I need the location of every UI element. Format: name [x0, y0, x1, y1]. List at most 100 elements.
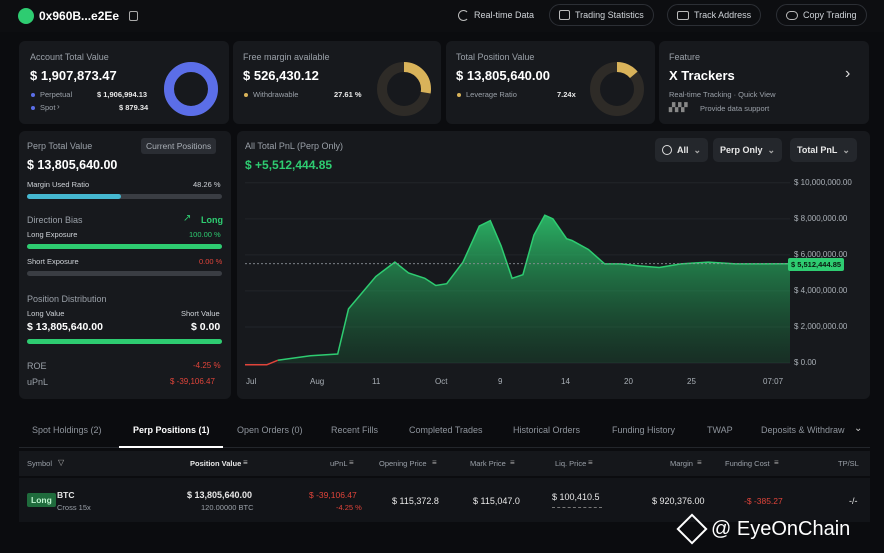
trading-statistics-button[interactable]: Trading Statistics: [549, 4, 654, 26]
avatar: [18, 8, 34, 24]
row-opening-price: $ 115,372.8: [392, 496, 439, 506]
x-tick-label: 20: [624, 377, 633, 386]
current-positions-button[interactable]: Current Positions: [141, 138, 217, 154]
feature-card[interactable]: Feature X Trackers Real-time Tracking · …: [659, 41, 869, 124]
copy-address-icon[interactable]: [129, 11, 138, 21]
feature-label: Feature: [669, 52, 701, 62]
leverage-label: Leverage Ratio: [466, 90, 517, 99]
long-exposure-label: Long Exposure: [27, 230, 78, 239]
chevron-down-icon: ⌄: [693, 144, 702, 155]
sort-icon[interactable]: ≡: [588, 458, 593, 467]
pnl-line: [277, 214, 790, 362]
margin-label: Free margin available: [243, 52, 330, 62]
row-mark-price: $ 115,047.0: [473, 496, 520, 506]
bias-value: Long: [201, 215, 223, 225]
table-row[interactable]: [19, 478, 870, 522]
account-value-card: Account Total Value $ 1,907,873.47 Perpe…: [19, 41, 229, 124]
tab-deposits-withdraw[interactable]: Deposits & Withdraw: [761, 425, 845, 435]
col-symbol[interactable]: Symbol: [27, 459, 53, 468]
pnl-type-dropdown[interactable]: Total PnL ⌄: [790, 138, 857, 162]
col-liq-price[interactable]: Liq. Price: [555, 459, 587, 468]
side-badge: Long: [27, 493, 56, 507]
perp-dot: [31, 93, 35, 97]
pnl-area: [277, 215, 790, 363]
row-tpsl[interactable]: -/-: [849, 496, 858, 506]
upnl-label: uPnL: [27, 377, 49, 387]
sort-icon[interactable]: ≡: [510, 458, 515, 467]
tab-historical-orders[interactable]: Historical Orders: [513, 425, 581, 435]
tab-spot-holdings[interactable]: Spot Holdings (2): [32, 425, 102, 435]
track-address-button[interactable]: Track Address: [667, 4, 762, 26]
x-tick-label: 25: [687, 377, 696, 386]
tab-open-orders[interactable]: Open Orders (0): [237, 425, 303, 435]
col-position-value[interactable]: Position Value: [190, 459, 242, 468]
col-tpsl[interactable]: TP/SL: [838, 459, 859, 468]
perp-value: $ 1,906,994.13: [97, 90, 148, 99]
row-liq-price: $ 100,410.5: [552, 492, 600, 502]
realtime-label: Real-time Data: [474, 10, 535, 20]
perp-filter-label: Perp Only: [720, 145, 763, 155]
copy-trading-button[interactable]: Copy Trading: [776, 4, 867, 26]
col-mark-price[interactable]: Mark Price: [470, 459, 506, 468]
support-logo-icon: ▞▞▞: [669, 103, 688, 112]
y-tick-label: $ 4,000,000.00: [794, 285, 848, 295]
y-tick-label: $ 2,000,000.00: [794, 321, 848, 331]
spot-label[interactable]: Spot: [40, 103, 56, 112]
tab-recent-fills[interactable]: Recent Fills: [331, 425, 379, 435]
chevron-right-icon[interactable]: ›: [845, 65, 851, 82]
row-cross: Cross 15x: [57, 503, 91, 512]
row-upnl: $ -39,106.47: [309, 490, 357, 500]
copy-label: Copy Trading: [803, 10, 857, 20]
perp-label: Perpetual: [40, 90, 73, 99]
chevron-down-icon: ⌄: [842, 144, 850, 155]
stats-icon: [559, 10, 570, 20]
liq-price-underline: [552, 507, 602, 508]
sort-icon[interactable]: ≡: [349, 458, 354, 467]
time-filter-label: All: [677, 145, 689, 155]
tab-perp-positions[interactable]: Perp Positions (1): [133, 425, 210, 435]
withdrawable-value: 27.61 %: [334, 90, 362, 99]
col-opening-price[interactable]: Opening Price: [379, 459, 427, 468]
tab-completed-trades[interactable]: Completed Trades: [409, 425, 483, 435]
y-tick-label: $ 8,000,000.00: [794, 213, 848, 223]
filter-icon[interactable]: ▽: [58, 458, 65, 467]
account-value: $ 1,907,873.47: [30, 68, 117, 83]
position-distribution-label: Position Distribution: [27, 294, 107, 304]
realtime-data-button[interactable]: Real-time Data: [448, 4, 544, 26]
sort-icon[interactable]: ≡: [432, 458, 437, 467]
perp-panel: [19, 131, 231, 399]
feature-title: X Trackers: [669, 68, 735, 83]
position-value-card: Total Position Value $ 13,805,640.00 Lev…: [446, 41, 655, 124]
sort-icon[interactable]: ≡: [774, 458, 779, 467]
long-exposure-bar: [27, 244, 222, 249]
tabs-more-chevron-icon[interactable]: ⌄: [854, 423, 863, 434]
header-bar: [0, 0, 884, 32]
x-tick-label: Jul: [246, 377, 257, 386]
trading-stats-label: Trading Statistics: [575, 10, 644, 20]
perp-filter-dropdown[interactable]: Perp Only ⌄: [713, 138, 783, 162]
tab-funding-history[interactable]: Funding History: [612, 425, 676, 435]
short-exposure-bar: [27, 271, 222, 276]
row-symbol[interactable]: BTC: [57, 490, 75, 500]
tab-twap[interactable]: TWAP: [707, 425, 733, 435]
position-value: $ 13,805,640.00: [456, 68, 550, 83]
x-tick-label: 9: [498, 377, 503, 386]
col-margin[interactable]: Margin: [670, 459, 693, 468]
time-filter-dropdown[interactable]: All ⌄: [655, 138, 709, 162]
withdrawable-label: Withdrawable: [253, 90, 299, 99]
margin-ratio-value: 48.26 %: [193, 180, 221, 189]
refresh-icon: [458, 9, 469, 21]
x-tick-label: 14: [561, 377, 570, 386]
pnl-type-label: Total PnL: [797, 145, 838, 155]
sort-icon[interactable]: ≡: [697, 458, 702, 467]
cloud-icon: [786, 10, 798, 20]
pnl-chart: [245, 182, 790, 366]
x-tick-label: Oct: [435, 377, 448, 386]
x-tick-label: 11: [372, 377, 381, 386]
col-upnl[interactable]: uPnL: [330, 459, 348, 468]
row-position-size: 120.00000 BTC: [201, 503, 254, 512]
position-label: Total Position Value: [456, 52, 535, 62]
col-funding-cost[interactable]: Funding Cost: [725, 459, 770, 468]
sort-icon[interactable]: ≡: [243, 458, 248, 467]
row-upnl-pct: -4.25 %: [336, 503, 362, 512]
